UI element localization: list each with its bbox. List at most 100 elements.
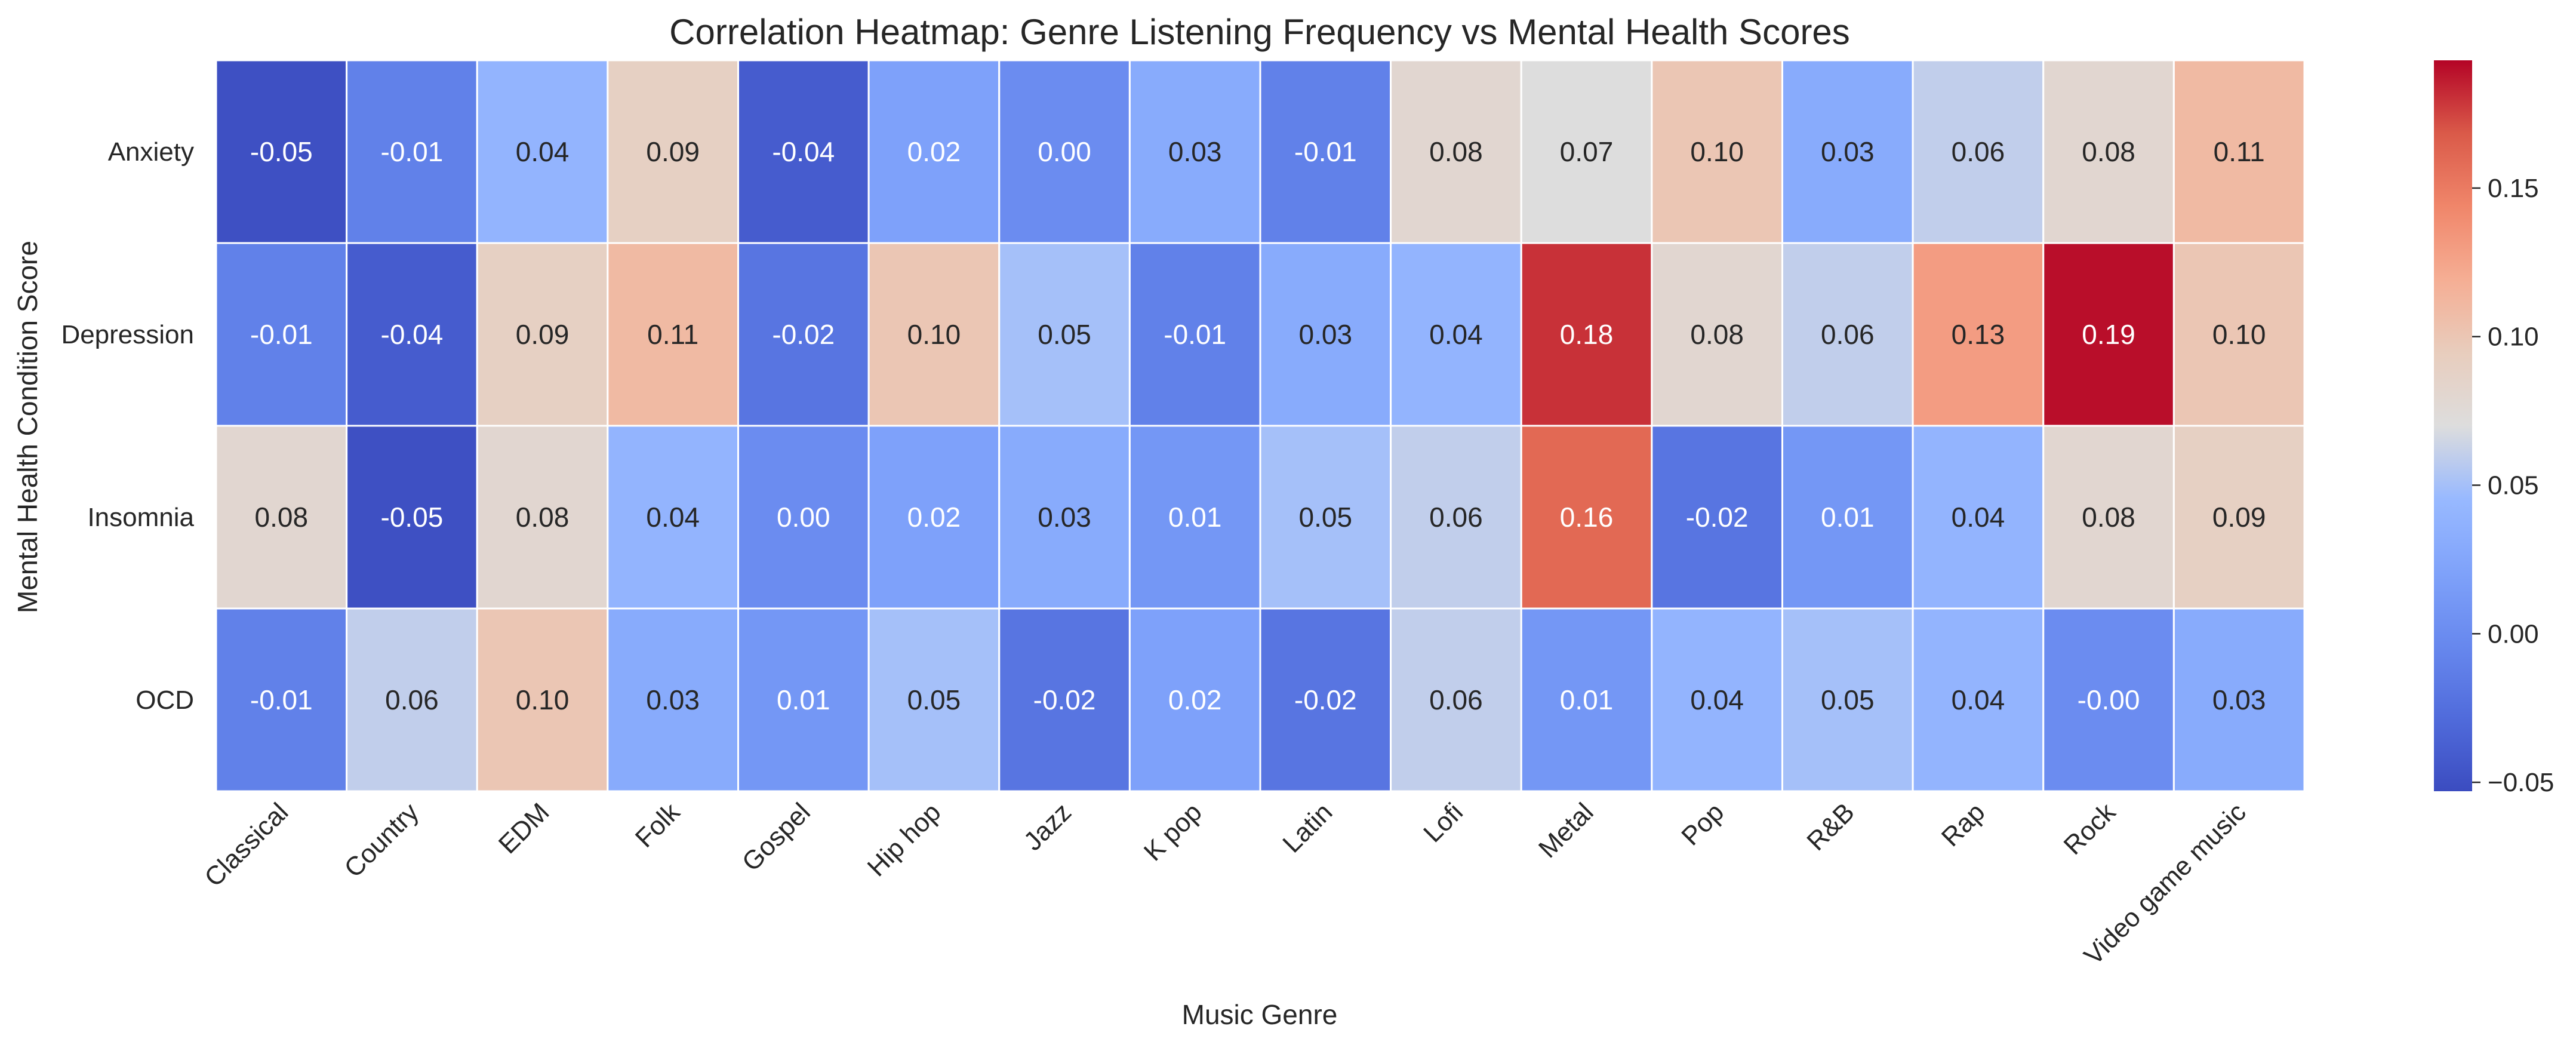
cell-value-label: 0.03 [1299,319,1353,350]
cell-value-label: -0.02 [1033,684,1096,715]
heatmap-cell [215,242,348,427]
cell-value-label: -0.02 [1294,684,1357,715]
cell-value-label: -0.05 [381,502,444,533]
colorbar: −0.05 0.00 0.05 0.10 0.15 [2434,60,2554,797]
cell-value-label: -0.05 [250,136,313,167]
heatmap-cell [867,425,1001,610]
cell-value-label: 0.01 [777,684,830,715]
cell-value-label: 0.10 [907,319,961,350]
heatmap-cell [215,59,348,244]
heatmap-cell [737,242,870,427]
x-tick-label: Jazz [1018,797,1078,856]
cell-value-label: 0.06 [1952,136,2005,167]
cell-value-label: -0.01 [250,319,313,350]
cell-value-label: 0.05 [1299,502,1353,533]
cell-value-label: 0.04 [1690,684,1744,715]
heatmap-cell [2172,607,2306,792]
heatmap-cell [346,607,478,792]
heatmap-cell [1520,242,1653,427]
heatmap-cell [1520,425,1653,610]
heatmap-cell [1781,425,1914,610]
heatmap-cell [346,242,478,427]
cell-value-label: 0.13 [1952,319,2005,350]
x-tick-label: EDM [493,797,555,859]
y-axis-label: Mental Health Condition Score [12,241,43,613]
heatmap-cell [1259,242,1392,427]
cell-value-label: 0.03 [646,684,700,715]
cell-value-label: 0.04 [1429,319,1483,350]
cell-value-label: 0.07 [1560,136,1614,167]
cell-value-label: 0.08 [1429,136,1483,167]
heatmap-cell [998,425,1131,610]
y-tick-label: Depression [61,320,194,349]
cell-value-label: -0.01 [250,684,313,715]
cell-value-label: 0.00 [1038,136,1091,167]
cell-value-label: 0.08 [255,502,309,533]
cell-value-label: 0.10 [2212,319,2266,350]
cell-value-label: 0.10 [516,684,570,715]
cell-value-label: 0.08 [2082,136,2135,167]
cell-value-label: -0.02 [1686,502,1749,533]
heatmap-cell [607,59,739,244]
cell-value-label: 0.11 [647,319,698,350]
cell-value-label: -0.02 [772,319,835,350]
cell-value-label: 0.19 [2082,319,2135,350]
y-axis-ticks: Anxiety Depression Insomnia OCD [61,137,194,715]
heatmap-cell [867,607,1001,792]
heatmap-cell [1781,59,1914,244]
cell-value-label: -0.01 [1164,319,1226,350]
colorbar-tick-label: 0.00 [2488,619,2539,649]
heatmap-cell [737,59,870,244]
cell-value-label: 0.03 [1168,136,1222,167]
cell-value-label: 0.01 [1821,502,1875,533]
heatmap-cell [476,607,609,792]
heatmap-cell [998,242,1131,427]
cell-value-label: 0.08 [1690,319,1744,350]
colorbar-gradient [2434,60,2472,791]
cell-value-label: 0.08 [516,502,570,533]
cell-value-label: -0.04 [772,136,835,167]
heatmap-cell [1912,425,2045,610]
cell-value-label: 0.16 [1560,502,1614,533]
cell-value-label: 0.03 [1038,502,1091,533]
colorbar-tick-label: −0.05 [2488,768,2554,797]
heatmap-cell [476,242,609,427]
heatmap-cell [1259,607,1392,792]
cell-value-label: 0.04 [1952,684,2005,715]
x-tick-label: Rock [2058,797,2122,860]
cell-value-label: 0.08 [2082,502,2135,533]
heatmap-cell [1390,607,1522,792]
cell-value-label: -0.01 [1294,136,1357,167]
x-tick-label: Gospel [737,797,816,877]
heatmap-cell [476,59,609,244]
cell-value-label: -0.01 [381,136,444,167]
x-tick-label: R&B [1801,797,1860,856]
cell-value-label: 0.03 [1821,136,1875,167]
cell-value-label: 0.05 [907,684,961,715]
x-tick-label: Lofi [1418,797,1469,848]
colorbar-tick-label: 0.05 [2488,471,2539,500]
y-tick-label: Anxiety [108,137,194,167]
cell-value-label: 0.18 [1560,319,1614,350]
cell-value-label: 0.09 [2212,502,2266,533]
cell-value-label: 0.09 [516,319,570,350]
cell-value-label: 0.06 [385,684,439,715]
heatmap-cell [1128,425,1261,610]
cell-value-label: 0.04 [516,136,570,167]
cell-value-label: 0.04 [1952,502,2005,533]
heatmap-cell [1520,607,1653,792]
heatmap-cell [607,425,739,610]
cell-value-label: 0.09 [646,136,700,167]
heatmap-cell [607,242,739,427]
cell-value-label: 0.10 [1690,136,1744,167]
x-tick-label: Rap [1936,797,1991,852]
heatmap-cell-labels: -0.05 -0.01 0.04 0.09 -0.04 0.02 0.00 0.03 -0.01… [250,136,2266,715]
cell-value-label: -0.04 [381,319,444,350]
cell-value-label: 0.06 [1429,502,1483,533]
cell-value-label: 0.06 [1429,684,1483,715]
heatmap-cell [1390,59,1522,244]
heatmap-cell [2042,242,2175,427]
heatmap-cell [867,59,1001,244]
x-tick-label: Latin [1277,797,1338,858]
